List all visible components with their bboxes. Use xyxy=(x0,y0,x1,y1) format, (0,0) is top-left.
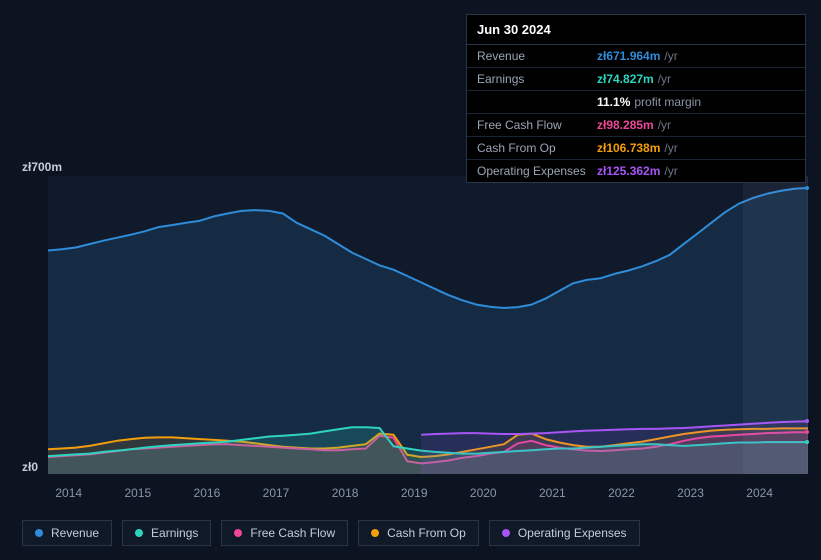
series-end-marker xyxy=(805,186,809,190)
x-axis: 2014 2015 2016 2017 2018 2019 2020 2021 2022 2023… xyxy=(48,486,808,504)
y-axis-max-label: zł700m xyxy=(22,160,62,174)
tooltip-metric-value: zł106.738m/yr xyxy=(597,141,678,155)
tooltip-row: Earningszł74.827m/yr xyxy=(467,68,805,91)
x-axis-tick: 2020 xyxy=(470,486,497,500)
series-end-marker xyxy=(805,430,809,434)
legend-label: Earnings xyxy=(151,526,198,540)
legend-label: Operating Expenses xyxy=(518,526,627,540)
tooltip-metric-label: Revenue xyxy=(477,49,597,63)
legend-dot-icon xyxy=(371,529,379,537)
tooltip-metric-label: Earnings xyxy=(477,72,597,86)
tooltip-metric-label xyxy=(477,95,597,109)
x-axis-tick: 2021 xyxy=(539,486,566,500)
tooltip-metric-label: Cash From Op xyxy=(477,141,597,155)
legend-item[interactable]: Earnings xyxy=(122,520,211,546)
tooltip-metric-value: zł74.827m/yr xyxy=(597,72,671,86)
legend-dot-icon xyxy=(234,529,242,537)
y-axis-min-label: zł0 xyxy=(22,460,38,474)
tooltip-metric-label: Operating Expenses xyxy=(477,164,597,178)
legend-item[interactable]: Free Cash Flow xyxy=(221,520,348,546)
chart-legend: Revenue Earnings Free Cash Flow Cash From O… xyxy=(22,520,640,546)
x-axis-tick: 2015 xyxy=(124,486,151,500)
x-axis-tick: 2022 xyxy=(608,486,635,500)
plot-area[interactable] xyxy=(48,176,808,474)
legend-item[interactable]: Operating Expenses xyxy=(489,520,640,546)
tooltip-metric-value: zł125.362m/yr xyxy=(597,164,678,178)
tooltip-row: 11.1%profit margin xyxy=(467,91,805,114)
x-axis-tick: 2014 xyxy=(55,486,82,500)
legend-dot-icon xyxy=(135,529,143,537)
x-axis-tick: 2019 xyxy=(401,486,428,500)
tooltip-row: Cash From Opzł106.738m/yr xyxy=(467,137,805,160)
tooltip-metric-label: Free Cash Flow xyxy=(477,118,597,132)
x-axis-tick: 2024 xyxy=(746,486,773,500)
legend-dot-icon xyxy=(35,529,43,537)
tooltip-row: Operating Expenseszł125.362m/yr xyxy=(467,160,805,182)
legend-item[interactable]: Revenue xyxy=(22,520,112,546)
tooltip-panel: Jun 30 2024 Revenuezł671.964m/yrEarnings… xyxy=(466,14,806,183)
tooltip-metric-value: zł671.964m/yr xyxy=(597,49,678,63)
x-axis-tick: 2018 xyxy=(332,486,359,500)
legend-dot-icon xyxy=(502,529,510,537)
tooltip-row: Revenuezł671.964m/yr xyxy=(467,45,805,68)
tooltip-date: Jun 30 2024 xyxy=(467,15,805,45)
x-axis-tick: 2023 xyxy=(677,486,704,500)
x-axis-tick: 2017 xyxy=(263,486,290,500)
tooltip-row: Free Cash Flowzł98.285m/yr xyxy=(467,114,805,137)
x-axis-tick: 2016 xyxy=(194,486,221,500)
future-shade xyxy=(743,176,808,474)
legend-label: Free Cash Flow xyxy=(250,526,335,540)
tooltip-metric-value: zł98.285m/yr xyxy=(597,118,671,132)
series-end-marker xyxy=(805,440,809,444)
chart-svg xyxy=(48,176,808,474)
series-end-marker xyxy=(805,419,809,423)
financial-chart: zł700m zł0 2014 2015 2016 2017 2018 2019 2020 2… xyxy=(18,160,808,500)
legend-label: Revenue xyxy=(51,526,99,540)
tooltip-metric-value: 11.1%profit margin xyxy=(597,95,701,109)
legend-item[interactable]: Cash From Op xyxy=(358,520,479,546)
legend-label: Cash From Op xyxy=(387,526,466,540)
